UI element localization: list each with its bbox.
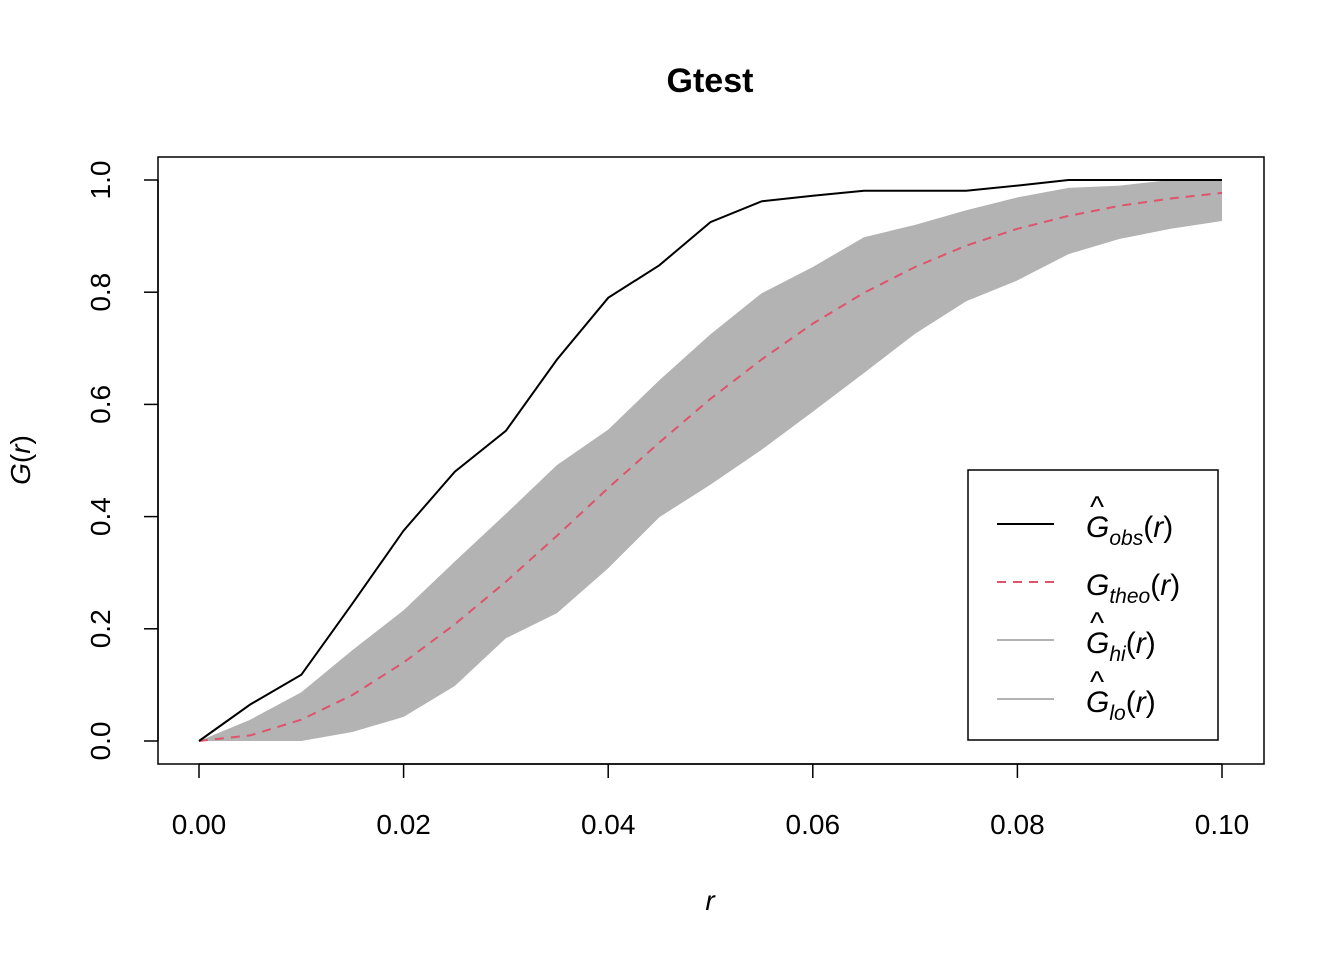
legend-items: Gobs(r)^Gtheo(r)Ghi(r)^Glo(r)^ xyxy=(997,491,1180,725)
chart-title: Gtest xyxy=(667,62,754,100)
legend-hat-lo: ^ xyxy=(1090,666,1104,699)
y-axis-label-text: G(r) xyxy=(5,435,36,485)
y-tick-label: 0.0 xyxy=(85,722,116,761)
y-tick-label: 0.8 xyxy=(85,273,116,312)
x-tick-label: 0.06 xyxy=(786,809,841,840)
legend-label-obs: Gobs(r) xyxy=(1086,511,1173,550)
legend-hat-hi: ^ xyxy=(1090,607,1104,640)
x-tick-label: 0.10 xyxy=(1195,809,1250,840)
y-tick-label: 0.6 xyxy=(85,385,116,424)
x-axis-label: r xyxy=(705,885,716,916)
series-line-theo xyxy=(198,191,1223,742)
legend-label-theo: Gtheo(r) xyxy=(1086,569,1180,608)
y-axis: 0.0 0.2 0.4 0.6 0.8 1.0 xyxy=(85,161,159,761)
x-tick-label: 0.00 xyxy=(172,809,227,840)
series-layer xyxy=(198,179,1223,742)
legend-label-hi: Ghi(r) xyxy=(1086,627,1156,666)
legend-item-lo: Glo(r)^ xyxy=(997,666,1156,725)
legend-hat-obs: ^ xyxy=(1090,491,1104,524)
legend-label-lo: Glo(r) xyxy=(1086,686,1156,725)
series-line-obs xyxy=(198,179,1222,742)
legend-item-obs: Gobs(r)^ xyxy=(997,491,1173,550)
envelope-band xyxy=(199,180,1222,741)
legend-box xyxy=(967,469,1219,741)
x-axis-label-text: r xyxy=(705,885,716,916)
x-tick-label: 0.04 xyxy=(581,809,636,840)
legend-item-theo: Gtheo(r) xyxy=(997,569,1180,608)
legend-item-hi: Ghi(r)^ xyxy=(997,607,1156,666)
x-axis: 0.00 0.02 0.04 0.06 0.08 0.10 xyxy=(172,763,1250,840)
x-tick-label: 0.02 xyxy=(376,809,431,840)
y-axis-label: G(r) xyxy=(5,435,36,485)
y-tick-label: 0.4 xyxy=(85,497,116,536)
envelope-band-layer xyxy=(199,180,1222,741)
y-tick-label: 1.0 xyxy=(85,161,116,200)
legend: Gobs(r)^Gtheo(r)Ghi(r)^Glo(r)^ xyxy=(967,469,1219,741)
x-tick-label: 0.08 xyxy=(990,809,1045,840)
y-tick-label: 0.2 xyxy=(85,609,116,648)
